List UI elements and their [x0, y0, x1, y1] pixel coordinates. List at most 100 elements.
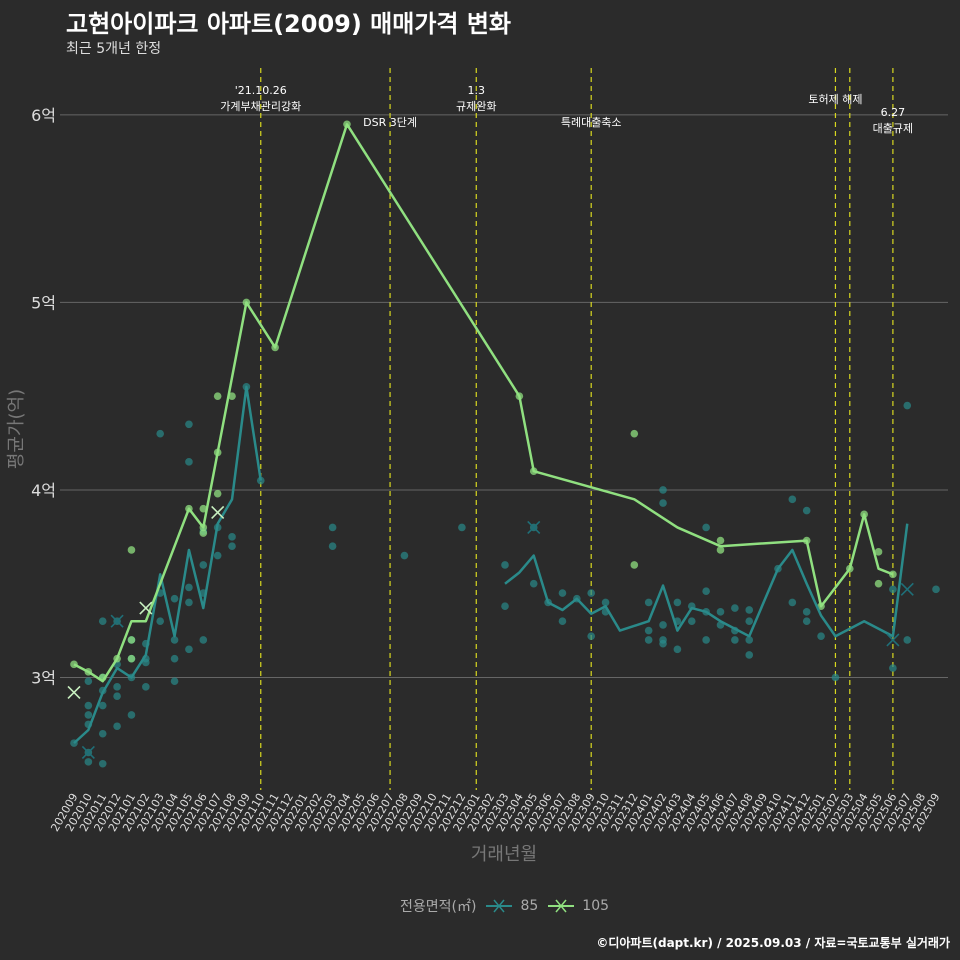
- point-85: [156, 617, 164, 626]
- point-85: [644, 636, 653, 644]
- legend: 전용면적(㎡) 85 105: [400, 896, 609, 916]
- point-105: [874, 548, 883, 556]
- point-85: [213, 551, 222, 560]
- chart-title: 고현아이파크 아파트(2009) 매매가격 변화: [66, 10, 511, 38]
- point-85: [802, 506, 811, 515]
- point-105: [716, 536, 725, 545]
- point-85: [113, 683, 121, 691]
- point-85: [687, 617, 696, 626]
- point-105: [127, 546, 136, 554]
- cross-marker-85: [527, 520, 541, 535]
- event-label: 대출규제: [873, 122, 913, 135]
- legend-label-105: 105: [582, 898, 610, 914]
- point-85: [802, 608, 811, 616]
- event-label: 규제완화: [456, 100, 496, 113]
- cross-marker-85: [900, 582, 914, 596]
- point-85: [745, 606, 754, 614]
- point-105: [630, 429, 639, 438]
- point-85: [185, 598, 193, 607]
- y-tick-label: 4억: [31, 481, 56, 500]
- point-85: [529, 579, 538, 588]
- series-line-85: [73, 385, 263, 745]
- point-85: [185, 420, 193, 429]
- point-85: [817, 632, 825, 641]
- cross-marker-85: [110, 614, 124, 628]
- series-line-105: [73, 123, 894, 683]
- point-85: [170, 677, 179, 686]
- point-85: [113, 722, 121, 731]
- point-105: [228, 392, 236, 400]
- point-85: [98, 729, 107, 738]
- legend-item-105: 105: [546, 898, 609, 914]
- point-85: [113, 692, 121, 701]
- point-85: [587, 589, 595, 597]
- point-85: [802, 617, 811, 626]
- point-85: [84, 711, 93, 719]
- point-105: [716, 546, 725, 554]
- point-85: [185, 583, 193, 592]
- point-85: [659, 499, 667, 507]
- x-axis-title: 거래년월: [471, 844, 537, 865]
- point-85: [745, 651, 754, 659]
- point-85: [228, 533, 236, 541]
- point-105: [874, 579, 883, 588]
- point-85: [84, 758, 93, 766]
- point-105: [199, 529, 208, 537]
- point-85: [644, 626, 653, 635]
- point-85: [889, 585, 897, 594]
- point-85: [558, 617, 567, 626]
- point-85: [558, 589, 567, 597]
- point-85: [702, 587, 710, 596]
- point-85: [659, 636, 667, 644]
- point-85: [587, 632, 595, 641]
- event-label: '21.10.26: [235, 84, 287, 97]
- point-85: [501, 561, 509, 569]
- point-105: [630, 561, 639, 569]
- chart-caption: ©디아파트(dapt.kr) / 2025.09.03 / 자료=국토교통부 실…: [596, 936, 950, 950]
- point-85: [659, 486, 667, 494]
- point-85: [84, 677, 93, 686]
- event-label: 가계부채관리강화: [220, 100, 301, 113]
- point-85: [98, 701, 107, 710]
- event-label: 특례대출축소: [561, 116, 622, 129]
- series-line-85: [504, 523, 909, 638]
- point-85: [788, 495, 797, 504]
- cross-marker-105: [139, 601, 153, 615]
- point-85: [170, 654, 179, 663]
- chart-subtitle: 최근 5개년 한정: [66, 41, 162, 57]
- cross-marker-105: [67, 685, 81, 700]
- point-85: [745, 617, 754, 626]
- point-85: [328, 542, 337, 551]
- cross-marker-85: [81, 745, 95, 760]
- point-85: [228, 542, 236, 551]
- point-85: [84, 701, 93, 710]
- point-85: [458, 523, 466, 532]
- legend-title: 전용면적(㎡): [400, 899, 477, 915]
- point-85: [98, 617, 107, 626]
- point-105: [213, 489, 222, 498]
- point-85: [903, 636, 912, 644]
- event-label: DSR 3단계: [363, 116, 417, 129]
- point-85: [601, 598, 610, 607]
- point-85: [142, 683, 150, 691]
- point-85: [673, 645, 682, 654]
- cross-marker-85: [886, 633, 900, 647]
- point-85: [199, 561, 208, 569]
- point-105: [199, 504, 208, 513]
- point-105: [127, 654, 136, 663]
- point-85: [328, 523, 337, 532]
- point-105: [213, 392, 222, 400]
- point-85: [673, 598, 682, 607]
- point-85: [889, 664, 897, 672]
- y-tick-label: 3억: [31, 668, 56, 687]
- point-85: [745, 636, 754, 644]
- point-85: [702, 523, 710, 532]
- point-85: [185, 458, 193, 466]
- event-label: 토허제 해제: [808, 92, 862, 106]
- cross-marker-105: [211, 505, 225, 520]
- point-85: [788, 598, 797, 607]
- legend-label-85: 85: [520, 898, 539, 914]
- legend-item-85: 85: [484, 898, 538, 914]
- point-105: [127, 636, 136, 644]
